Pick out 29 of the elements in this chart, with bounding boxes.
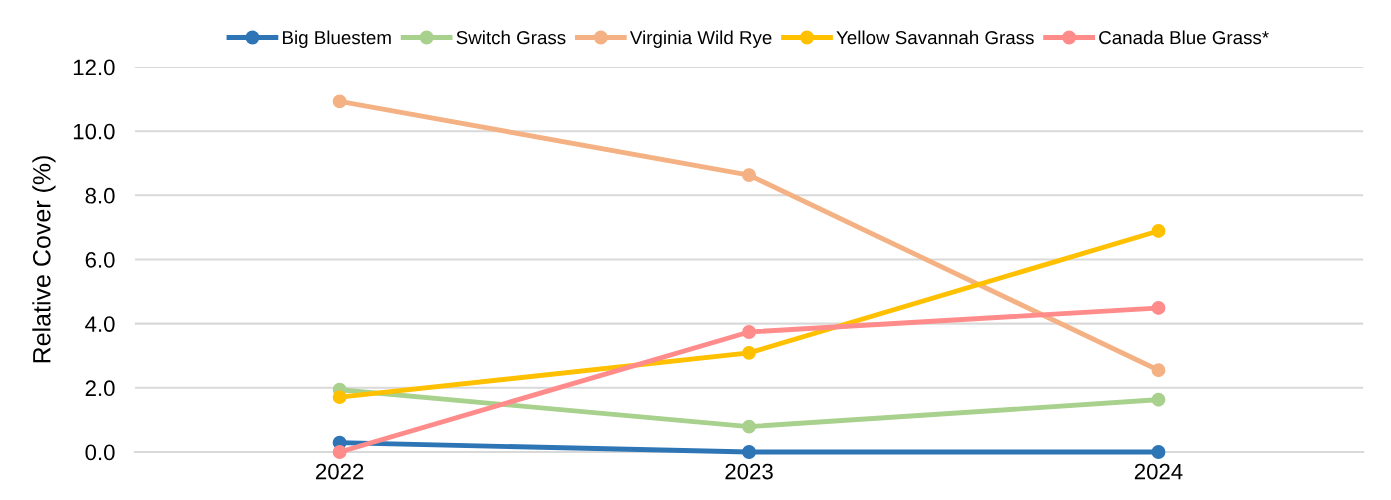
- legend-label: Virginia Wild Rye: [629, 30, 772, 48]
- y-axis-title: Relative Cover (%): [32, 156, 56, 363]
- legend-label: Yellow Savannah Grass: [836, 30, 1034, 45]
- y-tick-label: 2.0: [85, 380, 115, 397]
- y-tick-label: 10.0: [73, 123, 115, 140]
- point: [742, 345, 756, 360]
- point: [332, 94, 347, 109]
- point: [1151, 392, 1166, 407]
- point: [742, 168, 756, 183]
- y-tick-label: 4.0: [85, 316, 115, 332]
- point: [332, 445, 347, 459]
- y-tick-label: 0.0: [85, 444, 115, 461]
- legend-label: Switch Grass: [456, 30, 566, 45]
- x-tick-label: 2023: [725, 463, 773, 480]
- y-tick-label: 12.0: [73, 59, 115, 76]
- x-tick-label: 2022: [316, 463, 364, 480]
- point: [1151, 445, 1166, 459]
- point: [742, 445, 756, 459]
- point: [742, 325, 756, 339]
- legend-label: Big Bluestem: [283, 30, 391, 48]
- point: [1151, 363, 1166, 378]
- point: [742, 419, 756, 434]
- y-tick-label: 6.0: [85, 252, 115, 268]
- y-tick-label: 8.0: [85, 187, 115, 204]
- legend-label: Canada Blue Grass*: [1099, 30, 1269, 45]
- x-tick-label: 2024: [1134, 463, 1183, 480]
- point: [1151, 224, 1166, 238]
- point: [1151, 301, 1166, 315]
- point: [332, 390, 347, 405]
